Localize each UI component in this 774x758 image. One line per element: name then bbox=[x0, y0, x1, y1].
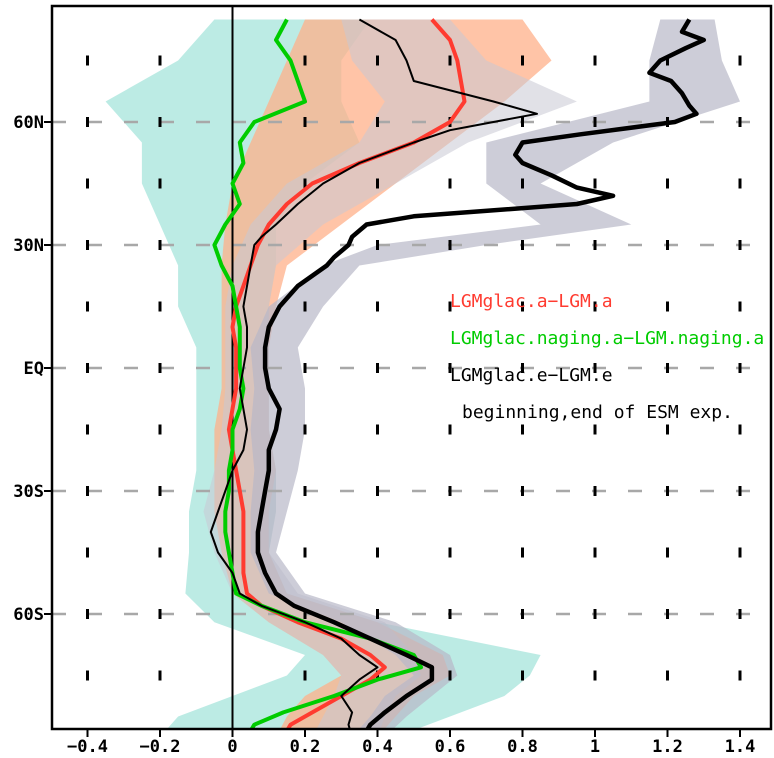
x-tick-label: 0.2 bbox=[290, 737, 321, 757]
legend-entry-4: beginning,end of ESM exp. bbox=[462, 402, 733, 423]
series-line-4 bbox=[255, 18, 707, 729]
y-tick-label: EQ bbox=[24, 359, 44, 379]
y-tick-label: 30N bbox=[13, 236, 44, 256]
legend: LGMglac.a−LGM.a LGMglac.naging.a−LGM.nag… bbox=[450, 291, 764, 423]
y-tick-label: 60N bbox=[13, 113, 44, 133]
grid-lines bbox=[52, 55, 771, 681]
series-line-3 bbox=[209, 18, 538, 729]
x-tick-label: −0.2 bbox=[140, 737, 181, 757]
y-tick-label: 30S bbox=[13, 482, 44, 502]
series-lines bbox=[209, 18, 707, 729]
x-tick-label: 1.4 bbox=[725, 737, 756, 757]
x-tick-label: 1.2 bbox=[652, 737, 683, 757]
band-4 bbox=[250, 19, 740, 729]
y-axis-ticks: 60N 30N EQ 30S 60S bbox=[13, 113, 52, 625]
x-axis-ticks: −0.4 −0.2 0 0.2 0.4 0.6 0.8 1 1.2 1.4 bbox=[67, 729, 755, 757]
x-tick-label: 1 bbox=[590, 737, 600, 757]
legend-entry-3: LGMglac.e−LGM.e bbox=[450, 365, 613, 386]
y-tick-label: 60S bbox=[13, 605, 44, 625]
x-tick-label: 0.4 bbox=[362, 737, 393, 757]
x-tick-label: −0.4 bbox=[67, 737, 108, 757]
x-tick-label: 0 bbox=[227, 737, 237, 757]
x-tick-label: 0.6 bbox=[435, 737, 466, 757]
legend-entry-1: LGMglac.a−LGM.a bbox=[450, 291, 613, 312]
legend-entry-2: LGMglac.naging.a−LGM.naging.a bbox=[450, 328, 764, 349]
x-tick-label: 0.8 bbox=[507, 737, 538, 757]
